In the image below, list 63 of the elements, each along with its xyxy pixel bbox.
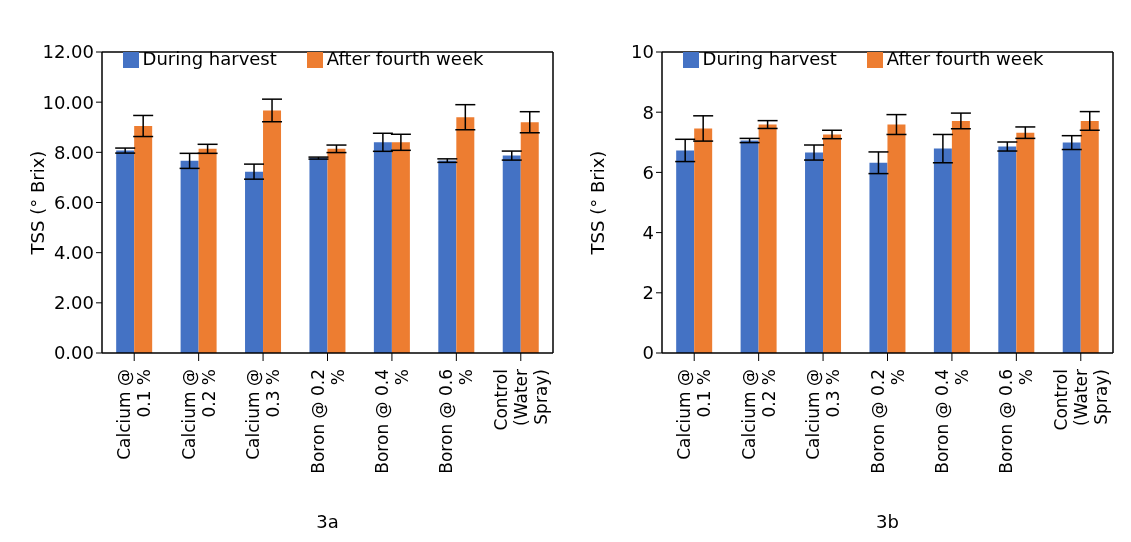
x-tick-label: Boron @ 0.6 % xyxy=(996,369,1037,474)
legend-label: After fourth week xyxy=(886,48,1044,69)
bar xyxy=(887,124,906,353)
bar xyxy=(805,152,824,353)
bar xyxy=(758,124,777,353)
bar xyxy=(1080,120,1099,353)
x-axis-title: 3a xyxy=(316,511,339,532)
x-tick-label: Calcium @ 0.2 % xyxy=(178,369,219,460)
bar xyxy=(198,148,217,353)
x-tick-label: Calcium @ 0.1 % xyxy=(674,369,715,460)
y-tick-label: 6 xyxy=(642,161,654,183)
bar xyxy=(373,142,392,353)
bar xyxy=(456,117,475,353)
bar xyxy=(1062,142,1081,353)
bar xyxy=(502,155,521,353)
bar xyxy=(391,142,410,353)
y-tick-label: 0.00 xyxy=(53,342,94,364)
x-tick-label: Calcium @ 0.3 % xyxy=(803,369,844,460)
bar xyxy=(520,122,539,353)
y-tick-label: 8 xyxy=(642,101,654,123)
y-tick-label: 6.00 xyxy=(53,191,94,213)
y-tick-label: 0 xyxy=(642,342,654,364)
bar xyxy=(309,158,328,353)
bar xyxy=(1016,132,1035,353)
x-tick-label: Boron @ 0.4 % xyxy=(931,369,972,474)
bar xyxy=(134,126,153,353)
x-tick-label: Calcium @ 0.1 % xyxy=(114,369,155,460)
bar xyxy=(740,140,759,353)
bar xyxy=(116,150,135,353)
bar xyxy=(933,148,952,353)
legend-label: During harvest xyxy=(702,48,837,69)
x-tick-label: Boron @ 0.4 % xyxy=(371,369,412,474)
bar xyxy=(869,162,888,353)
y-axis-title: TSS (° Brix) xyxy=(27,150,49,256)
bar xyxy=(694,128,713,353)
bar xyxy=(245,171,264,353)
x-tick-label: Control (Water Spray) xyxy=(1050,368,1111,431)
bar xyxy=(438,160,457,353)
y-tick-label: 12.00 xyxy=(42,41,94,63)
x-tick-label: Calcium @ 0.2 % xyxy=(738,369,779,460)
x-tick-label: Calcium @ 0.3 % xyxy=(243,369,284,460)
x-tick-label: Boron @ 0.2 % xyxy=(867,369,908,474)
x-tick-label: Boron @ 0.2 % xyxy=(307,369,348,474)
bar xyxy=(998,146,1017,353)
legend-label: After fourth week xyxy=(326,48,484,69)
y-tick-label: 10.00 xyxy=(42,91,94,113)
x-tick-label: Boron @ 0.6 % xyxy=(436,369,477,474)
bar xyxy=(263,110,282,353)
y-tick-label: 4.00 xyxy=(53,242,94,264)
bar xyxy=(676,150,695,353)
y-tick-label: 2.00 xyxy=(53,292,94,314)
bar xyxy=(180,160,199,353)
y-tick-label: 10 xyxy=(631,41,654,63)
bar xyxy=(327,148,346,353)
y-axis-title: TSS (° Brix) xyxy=(587,150,609,256)
y-tick-label: 2 xyxy=(642,282,654,304)
x-axis-title: 3b xyxy=(876,511,899,532)
y-tick-label: 8.00 xyxy=(53,141,94,163)
y-tick-label: 4 xyxy=(642,221,654,243)
bar xyxy=(951,120,970,353)
legend-label: During harvest xyxy=(142,48,277,69)
x-tick-label: Control (Water Spray) xyxy=(490,368,551,431)
bar xyxy=(823,134,842,353)
